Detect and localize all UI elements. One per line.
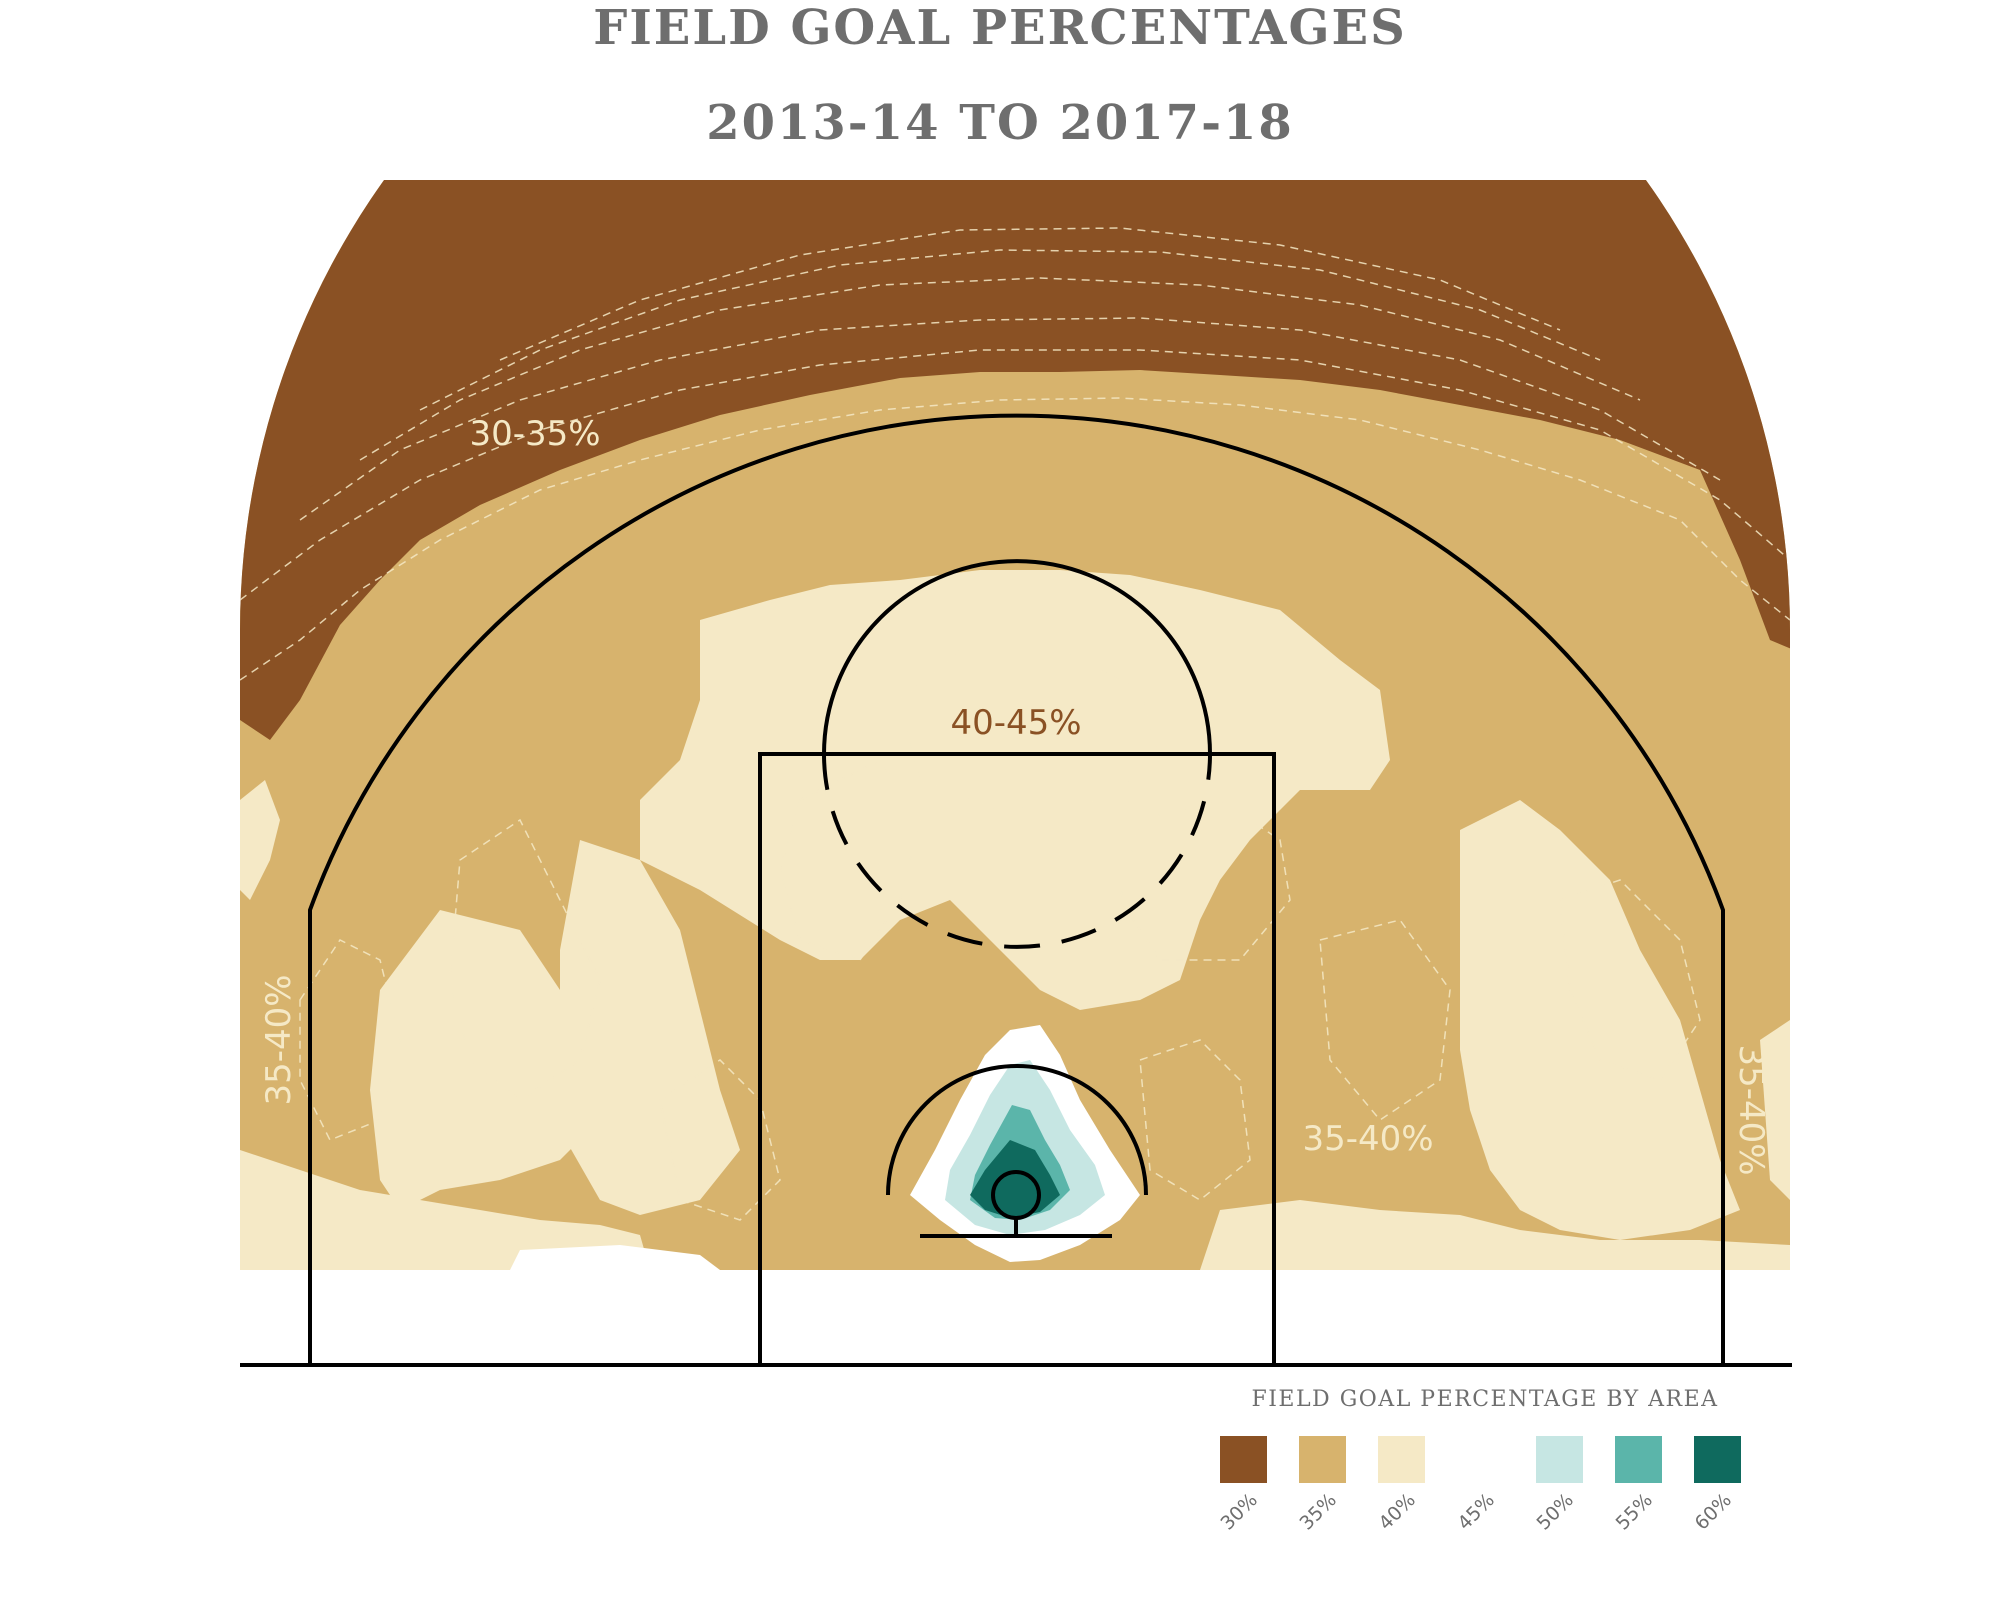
three-point-line xyxy=(308,413,1725,1365)
zone-40 xyxy=(640,570,1390,1010)
zone-40 xyxy=(240,780,280,900)
legend-tick-35: 35% xyxy=(1296,1489,1341,1534)
free-throw-circle-bottom xyxy=(822,753,1212,949)
legend-swatch-35 xyxy=(1299,1436,1346,1483)
zone-label-right-corner: 35-40% xyxy=(1731,1044,1771,1175)
zone-45 xyxy=(510,1245,720,1270)
legend-tick-30: 30% xyxy=(1217,1489,1262,1534)
legend-tick-55: 55% xyxy=(1612,1489,1657,1534)
legend-title: FIELD GOAL PERCENTAGE BY AREA xyxy=(1251,1387,1718,1412)
chart-subtitle: 2013-14 TO 2017-18 xyxy=(706,95,1294,151)
zone-label-right-wing: 35-40% xyxy=(1302,1119,1433,1159)
zone-40 xyxy=(240,1150,650,1270)
zone-label-deep: 30-35% xyxy=(469,414,600,454)
legend-tick-40: 40% xyxy=(1375,1489,1420,1534)
zone-label-ft-circle: 40-45% xyxy=(950,703,1081,743)
zone-label-left-corner: 35-40% xyxy=(259,974,299,1105)
legend-swatch-60 xyxy=(1694,1436,1741,1483)
court-lines xyxy=(240,413,1792,1367)
heatmap-layer xyxy=(240,180,1790,1270)
chart-title: FIELD GOAL PERCENTAGES xyxy=(593,0,1407,56)
free-throw-circle-top xyxy=(822,559,1212,755)
legend-swatch-55 xyxy=(1615,1436,1662,1483)
legend-tick-60: 60% xyxy=(1691,1489,1736,1534)
legend-swatch-40 xyxy=(1378,1436,1425,1483)
legend-swatch-30 xyxy=(1220,1436,1267,1483)
legend: 30% 35% 40% 45% 50% 55% 60% xyxy=(1217,1436,1741,1534)
zone-40 xyxy=(1460,800,1740,1240)
rim xyxy=(991,1170,1041,1220)
paint xyxy=(758,752,1276,1367)
zone-40 xyxy=(1200,1200,1790,1270)
legend-swatch-50 xyxy=(1536,1436,1583,1483)
legend-tick-50: 50% xyxy=(1533,1489,1578,1534)
zone-40 xyxy=(370,910,600,1210)
zone-40 xyxy=(1760,1020,1790,1200)
contour-lines xyxy=(240,227,1790,1221)
restricted-area xyxy=(886,1064,1148,1196)
legend-tick-45: 45% xyxy=(1454,1489,1499,1534)
zone-40 xyxy=(560,840,740,1215)
legend-swatch-45 xyxy=(1457,1436,1504,1483)
